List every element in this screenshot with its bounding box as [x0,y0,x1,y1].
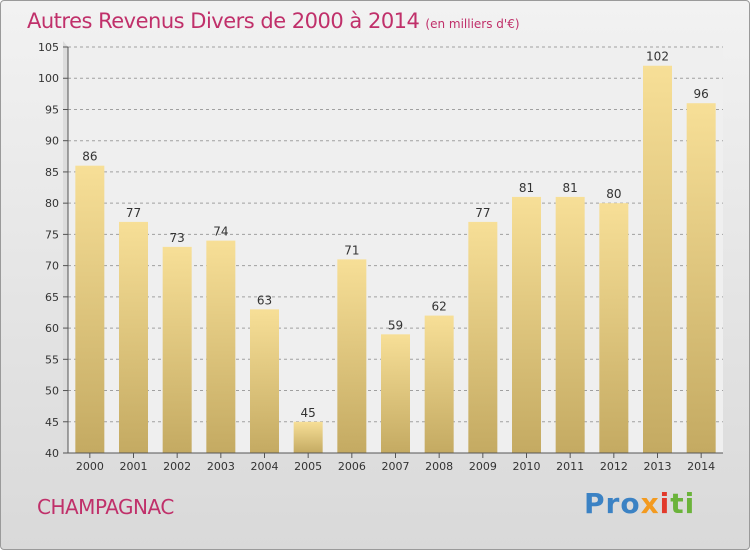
data-label-2012: 80 [606,187,621,201]
data-label-2014: 96 [694,87,709,101]
logo-part-1: Pro [584,487,641,520]
data-label-2004: 63 [257,293,272,307]
logo-part-3: i [659,487,671,520]
x-tick-label: 2014 [687,460,715,473]
logo-part-2: x [640,487,660,520]
chart-title: Autres Revenus Divers de 2000 à 2014 [27,9,420,33]
data-label-2003: 74 [213,225,228,239]
y-tick-label: 65 [45,291,59,304]
x-tick-label: 2010 [513,460,541,473]
x-tick-label: 2005 [294,460,322,473]
bar-2013 [643,65,672,453]
data-label-2008: 62 [432,300,447,314]
x-tick-label: 2008 [425,460,453,473]
bar-2011 [555,196,585,453]
x-tick-label: 2013 [644,460,672,473]
bar-2008 [424,315,454,453]
x-tick-label: 2002 [163,460,191,473]
y-tick-labels: 40 45 50 55 60 65 70 75 80 85 90 95 100 105 [38,41,68,460]
x-tick-label: 2009 [469,460,497,473]
bar-2014 [686,103,716,453]
bars [75,65,716,453]
x-tick-label: 2006 [338,460,366,473]
data-label-2001: 77 [126,206,141,220]
bar-2004 [250,309,279,453]
data-label-2011: 81 [563,181,578,195]
chart-title-block: Autres Revenus Divers de 2000 à 2014 (en … [27,9,520,33]
x-tick-label: 2001 [120,460,148,473]
bar-2003 [206,240,236,453]
data-labels: 86 77 73 74 63 45 71 59 62 77 81 81 80 102 96 [82,50,709,420]
y-tick-label: 100 [38,72,59,85]
plot-area-left-wall [63,41,68,459]
data-label-2002: 73 [170,231,185,245]
y-tick-label: 80 [45,197,59,210]
bar-2006 [337,259,367,453]
y-tick-label: 60 [45,322,59,335]
proxiti-logo: Proxiti [584,487,695,520]
data-label-2000: 86 [82,150,97,164]
bar-2012 [599,203,629,453]
x-tick-label: 2000 [76,460,104,473]
bar-2000 [75,165,105,453]
x-tick-labels: 2000 2001 2002 2003 2004 2005 2006 2007 2008 2009… [76,453,715,473]
x-tick-label: 2004 [251,460,279,473]
y-tick-label: 105 [38,41,59,54]
y-tick-label: 45 [45,416,59,429]
data-label-2005: 45 [301,406,316,420]
bar-2010 [512,196,541,453]
y-tick-label: 70 [45,260,59,273]
bar-2007 [381,334,410,453]
x-tick-label: 2003 [207,460,235,473]
bar-2009 [468,221,498,453]
y-tick-label: 55 [45,353,59,366]
data-label-2010: 81 [519,181,534,195]
y-tick-label: 90 [45,135,59,148]
x-tick-label: 2007 [382,460,410,473]
y-tick-label: 95 [45,103,59,116]
x-tick-label: 2011 [556,460,584,473]
x-tick-label: 2012 [600,460,628,473]
data-label-2009: 77 [475,206,490,220]
chart-subtitle: (en milliers d'€) [425,17,520,31]
commune-name: CHAMPAGNAC [37,495,174,519]
y-tick-label: 40 [45,447,59,460]
data-label-2013: 102 [646,50,669,64]
logo-part-4: ti [670,487,696,520]
bar-2002 [162,246,192,453]
y-tick-label: 75 [45,228,59,241]
bar-2005 [293,421,323,453]
data-label-2006: 71 [344,243,359,257]
bar-2001 [119,221,148,453]
y-tick-label: 85 [45,166,59,179]
data-label-2007: 59 [388,318,403,332]
y-tick-label: 50 [45,385,59,398]
